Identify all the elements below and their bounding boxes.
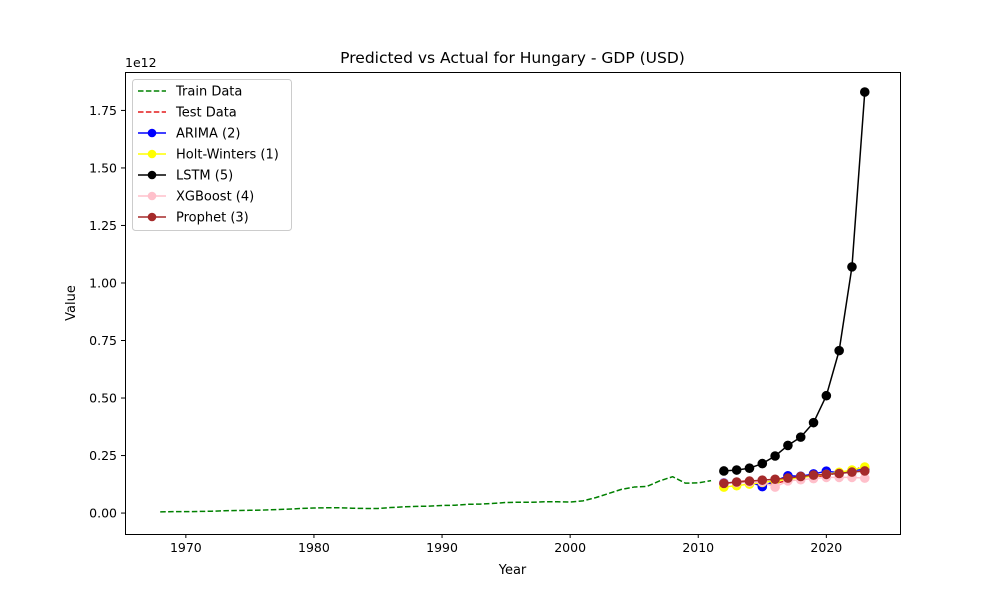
data-point (821, 390, 832, 401)
data-point (859, 87, 870, 97)
series-train-data (160, 475, 712, 513)
data-point (859, 466, 870, 476)
data-point (757, 458, 768, 469)
x-tick-label: 2010 (682, 540, 714, 555)
legend-item: Prophet (3) (138, 211, 249, 226)
data-point (770, 482, 780, 492)
data-point (719, 466, 729, 476)
legend-swatch-marker (147, 191, 157, 201)
legend-label: Holt-Winters (1) (176, 148, 279, 163)
legend-label: XGBoost (4) (176, 190, 254, 205)
y-axis: 0.00 0.25 0.50 0.75 1.00 1.25 1.50 1.75 (89, 103, 125, 521)
legend-label: Train Data (175, 85, 242, 100)
data-point (834, 345, 844, 356)
legend-label: ARIMA (2) (176, 127, 240, 142)
x-axis: 1970 1980 1990 2000 2010 2020 (170, 534, 842, 555)
x-tick-label: 1970 (170, 540, 202, 555)
data-point (847, 467, 857, 477)
data-point (731, 477, 742, 487)
data-point (744, 463, 755, 473)
x-axis-label: Year (498, 563, 527, 578)
plot-area (160, 87, 870, 513)
series-layer (160, 87, 870, 513)
data-point (731, 465, 742, 475)
data-point (770, 451, 780, 461)
series-lstm-5 (719, 87, 870, 476)
series-line (723, 91, 866, 472)
data-point (808, 470, 819, 480)
legend-item: XGBoost (4) (138, 190, 254, 205)
y-tick-label: 1.25 (89, 218, 117, 233)
data-point (795, 432, 806, 442)
y-axis-label: Value (64, 285, 79, 321)
data-point (770, 474, 780, 485)
x-tick-label: 2020 (810, 540, 842, 555)
y-tick-label: 1.75 (89, 103, 117, 118)
y-tick-label: 0.25 (89, 448, 117, 463)
data-point (719, 478, 729, 489)
chart-title: Predicted vs Actual for Hungary - GDP (U… (340, 49, 685, 67)
y-tick-label: 0.75 (89, 333, 117, 348)
legend-swatch-marker (147, 128, 157, 138)
legend-swatch-marker (147, 170, 157, 180)
series-prophet-3 (719, 466, 870, 489)
legend-label: LSTM (5) (176, 169, 233, 184)
legend-item: Holt-Winters (1) (138, 148, 279, 163)
data-point (757, 475, 768, 485)
data-point (808, 417, 819, 428)
legend-box (132, 79, 292, 231)
legend-label: Prophet (3) (176, 211, 249, 226)
x-tick-label: 2000 (554, 540, 586, 555)
series-line (160, 475, 712, 513)
plot-frame (125, 72, 901, 535)
y-tick-label: 1.00 (89, 275, 117, 290)
y-tick-label: 1.50 (89, 160, 117, 175)
x-tick-label: 1990 (426, 540, 458, 555)
data-point (834, 468, 844, 479)
legend: Train Data Test Data ARIMA (2) Holt-Winters… (132, 79, 292, 231)
x-tick-label: 1980 (298, 540, 330, 555)
data-point (847, 262, 857, 272)
data-point (744, 476, 755, 486)
data-point (795, 471, 806, 482)
data-point (783, 473, 793, 483)
legend-item: ARIMA (2) (138, 127, 240, 142)
y-tick-label: 0.50 (89, 391, 117, 406)
legend-item: Test Data (138, 106, 237, 121)
legend-item: LSTM (5) (138, 169, 233, 184)
legend-swatch-marker (147, 212, 157, 222)
y-tick-label: 0.00 (89, 506, 117, 521)
data-point (783, 440, 793, 451)
legend-label: Test Data (175, 106, 237, 121)
legend-item: Train Data (138, 85, 242, 100)
legend-swatch-marker (147, 149, 157, 159)
data-point (821, 469, 832, 480)
y-offset-text: 1e12 (125, 55, 157, 70)
